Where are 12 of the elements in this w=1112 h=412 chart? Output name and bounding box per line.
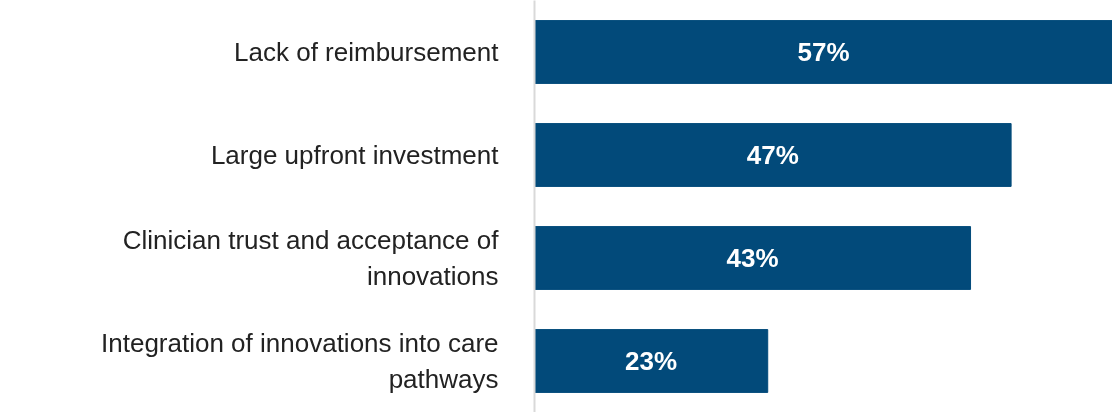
y-tick-label: Clinician trust and acceptance of innovations — [122, 225, 500, 291]
y-tick-label: Lack of reimbursement — [234, 37, 500, 67]
data-label: 23% — [625, 346, 678, 376]
bar — [534, 20, 1112, 84]
y-tick-label: Integration of innovations into care pathways — [101, 328, 499, 394]
data-label: 43% — [726, 243, 779, 273]
data-label: 57% — [797, 37, 850, 67]
bar — [534, 329, 769, 393]
bar — [534, 226, 972, 290]
bar — [534, 123, 1012, 187]
y-tick-label: Large upfront investment — [210, 140, 500, 170]
data-label: 47% — [746, 140, 799, 170]
